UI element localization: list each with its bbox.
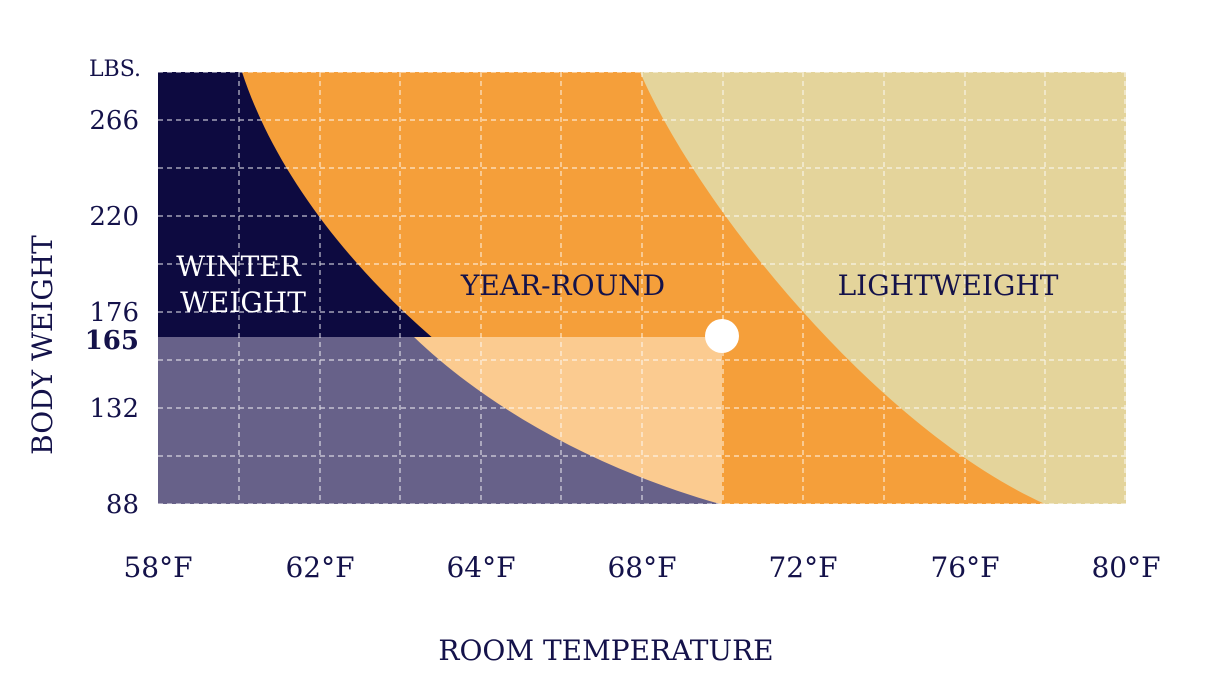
- plot-area: [158, 72, 1126, 504]
- region-label-winter: WINTER WEIGHT: [176, 250, 309, 319]
- y-unit-label: LBS.: [89, 57, 141, 82]
- x-tick-68: 68°F: [607, 551, 676, 584]
- x-tick-58: 58°F: [123, 551, 192, 584]
- y-tick-165: 165: [85, 326, 139, 356]
- x-tick-72: 72°F: [768, 551, 837, 584]
- region-label-winter-line-2: WEIGHT: [180, 286, 306, 319]
- x-tick-64: 64°F: [446, 551, 515, 584]
- x-tick-80: 80°F: [1091, 551, 1160, 584]
- marker-point: [705, 319, 739, 353]
- region-label-winter-line-1: WINTER: [176, 250, 301, 283]
- grid-lines: [158, 72, 1126, 504]
- y-tick-176: 176: [89, 298, 139, 328]
- x-axis-title: ROOM TEMPERATURE: [438, 634, 773, 667]
- y-tick-266: 266: [89, 106, 139, 136]
- y-tick-132: 132: [89, 394, 139, 424]
- x-tick-62: 62°F: [285, 551, 354, 584]
- region-label-yearround: YEAR-ROUND: [460, 269, 665, 302]
- region-label-lightweight: LIGHTWEIGHT: [838, 269, 1059, 302]
- y-axis-title: BODY WEIGHT: [26, 235, 59, 455]
- y-tick-220: 220: [89, 202, 139, 232]
- y-tick-88: 88: [106, 490, 139, 520]
- x-tick-76: 76°F: [930, 551, 999, 584]
- winter-shaded-region: [158, 337, 720, 504]
